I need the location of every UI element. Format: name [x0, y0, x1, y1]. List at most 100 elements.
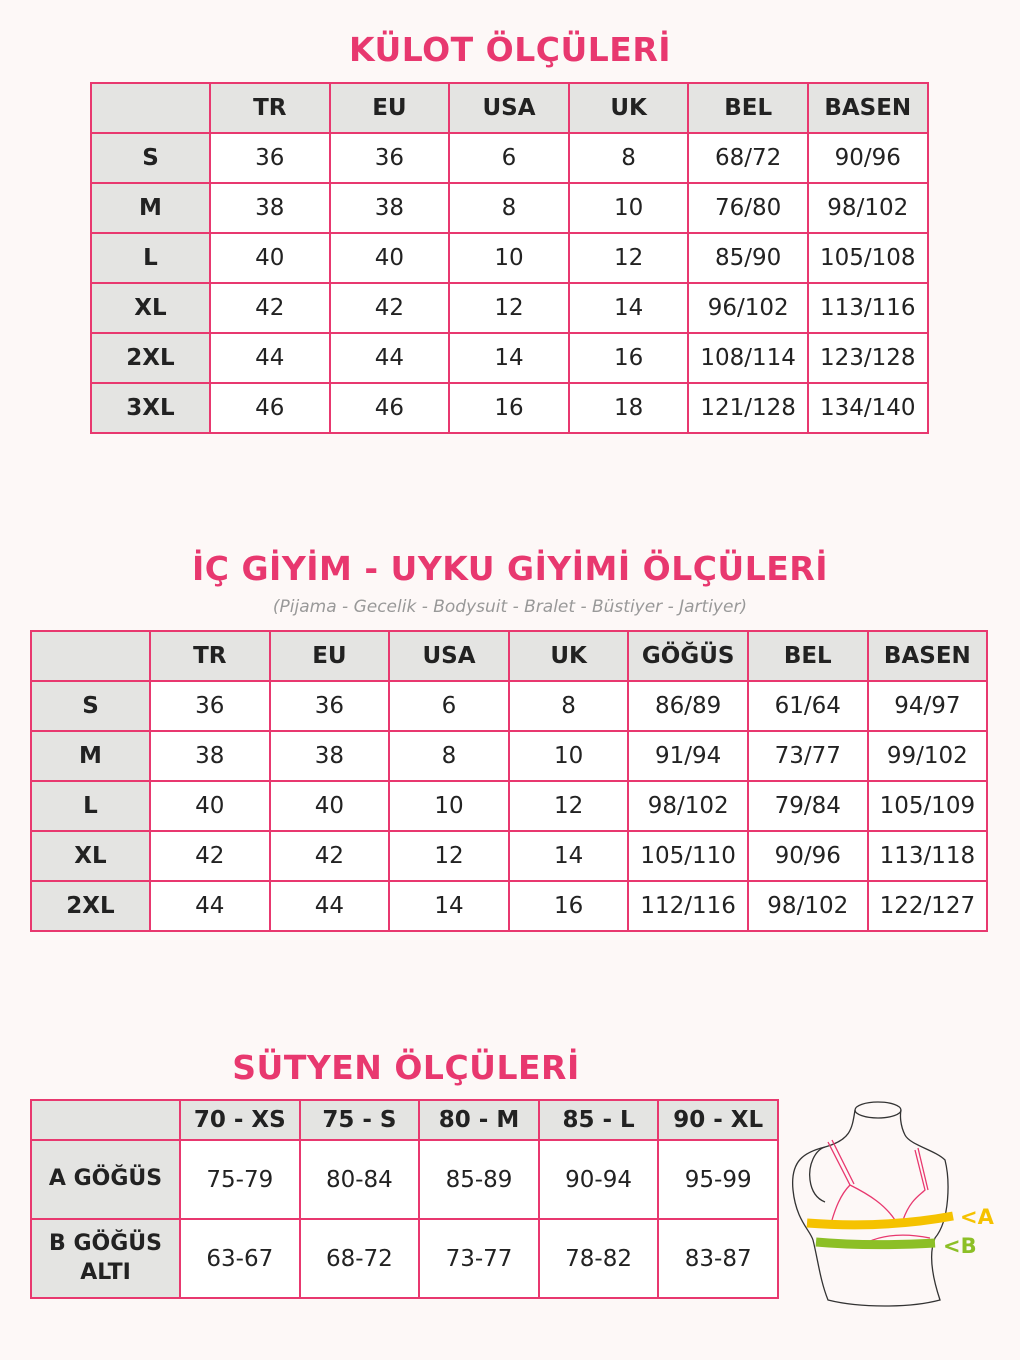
row-header: S [90, 132, 211, 184]
table-cell: 6 [388, 680, 510, 732]
column-header: 70 - XS [179, 1099, 301, 1141]
band-a [806, 1211, 954, 1230]
table-cell: 94/97 [866, 680, 989, 732]
row-header: B GÖĞÜS ALTI [30, 1218, 181, 1299]
column-header [90, 82, 211, 134]
kulot-size-table: TR EU USA UK BEL BASEN S 36 36 6 8 68/72 90/96 M 38 38 8… [90, 82, 929, 434]
column-header: TR [149, 630, 271, 682]
table-cell: 40 [328, 232, 451, 284]
table-cell: 12 [507, 780, 630, 832]
table-cell: 42 [328, 282, 451, 334]
table-cell: 38 [209, 182, 331, 234]
table-row: B GÖĞÜS ALTI 63-67 68-72 73-77 78-82 83-87 [30, 1218, 779, 1299]
column-header [30, 1099, 181, 1141]
table-cell: 46 [328, 382, 451, 434]
table-cell: 68-72 [298, 1218, 421, 1299]
table-cell: 113/118 [866, 830, 989, 882]
table-cell: 63-67 [179, 1218, 301, 1299]
column-header: TR [209, 82, 331, 134]
row-header: S [30, 680, 151, 732]
column-header: 80 - M [418, 1099, 540, 1141]
row-header: 3XL [90, 382, 211, 434]
table-cell: 38 [149, 730, 271, 782]
column-header: USA [448, 82, 570, 134]
row-header: 2XL [90, 332, 211, 384]
table-cell: 10 [567, 182, 690, 234]
table-cell: 10 [388, 780, 510, 832]
table-cell: 12 [448, 282, 570, 334]
table-cell: 36 [268, 680, 391, 732]
table-cell: 96/102 [687, 282, 809, 334]
table-cell: 42 [268, 830, 391, 882]
table-cell: 78-82 [537, 1218, 660, 1299]
table-cell: 36 [209, 132, 331, 184]
column-header: BASEN [866, 630, 989, 682]
column-header: 75 - S [298, 1099, 421, 1141]
column-header: UK [567, 82, 690, 134]
header-row: TR EU USA UK BEL BASEN [90, 82, 929, 134]
table-row: M 38 38 8 10 76/80 98/102 [90, 182, 929, 234]
table-row: S 36 36 6 8 68/72 90/96 [90, 132, 929, 184]
column-header: BASEN [806, 82, 929, 134]
row-header: L [30, 780, 151, 832]
table-cell: 14 [567, 282, 690, 334]
table-cell: 16 [567, 332, 690, 384]
table-cell: 40 [268, 780, 391, 832]
column-header [30, 630, 151, 682]
table-cell: 46 [209, 382, 331, 434]
table-cell: 122/127 [866, 880, 989, 932]
table-cell: 91/94 [627, 730, 749, 782]
row-header: 2XL [30, 880, 151, 932]
table-row: 3XL 46 46 16 18 121/128 134/140 [90, 382, 929, 434]
table-cell: 105/109 [866, 780, 989, 832]
table-cell: 14 [448, 332, 570, 384]
row-header: XL [90, 282, 211, 334]
label-b: <B [943, 1234, 977, 1258]
table-cell: 40 [209, 232, 331, 284]
table-cell: 18 [567, 382, 690, 434]
table-cell: 44 [209, 332, 331, 384]
table-row: L 40 40 10 12 98/102 79/84 105/109 [30, 780, 989, 832]
table-cell: 36 [149, 680, 271, 732]
table-cell: 83-87 [657, 1218, 779, 1299]
table-cell: 40 [149, 780, 271, 832]
column-header: UK [507, 630, 630, 682]
column-header: EU [268, 630, 391, 682]
table-row: XL 42 42 12 14 105/110 90/96 113/118 [30, 830, 989, 882]
table-cell: 38 [328, 182, 451, 234]
table-cell: 10 [448, 232, 570, 284]
table-cell: 36 [328, 132, 451, 184]
table-cell: 105/110 [627, 830, 749, 882]
table-cell: 98/102 [627, 780, 749, 832]
table-cell: 44 [149, 880, 271, 932]
table-cell: 76/80 [687, 182, 809, 234]
table-cell: 68/72 [687, 132, 809, 184]
table-cell: 90/96 [806, 132, 929, 184]
table-cell: 79/84 [746, 780, 869, 832]
table-cell: 12 [388, 830, 510, 882]
table-cell: 108/114 [687, 332, 809, 384]
table-cell: 38 [268, 730, 391, 782]
label-a: <A [960, 1205, 995, 1229]
table-cell: 12 [567, 232, 690, 284]
table-cell: 42 [149, 830, 271, 882]
table-cell: 80-84 [298, 1139, 421, 1220]
table-cell: 61/64 [746, 680, 869, 732]
row-header: XL [30, 830, 151, 882]
row-header: A GÖĞÜS [30, 1139, 181, 1220]
table-cell: 123/128 [806, 332, 929, 384]
row-header: L [90, 232, 211, 284]
column-header: 85 - L [537, 1099, 660, 1141]
header-row: TR EU USA UK GÖĞÜS BEL BASEN [30, 630, 989, 682]
table-cell: 112/116 [627, 880, 749, 932]
table-cell: 134/140 [806, 382, 929, 434]
table-row: XL 42 42 12 14 96/102 113/116 [90, 282, 929, 334]
table-cell: 86/89 [627, 680, 749, 732]
mannequin-diagram: <A <B [791, 1101, 995, 1307]
table-cell: 105/108 [806, 232, 929, 284]
table-row: 2XL 44 44 14 16 108/114 123/128 [90, 332, 929, 384]
row-header: M [30, 730, 151, 782]
table-cell: 16 [507, 880, 630, 932]
column-header: EU [328, 82, 451, 134]
icgiyim-size-table: TR EU USA UK GÖĞÜS BEL BASEN S 36 36 6 8 86/89 61/64 9… [30, 630, 989, 932]
